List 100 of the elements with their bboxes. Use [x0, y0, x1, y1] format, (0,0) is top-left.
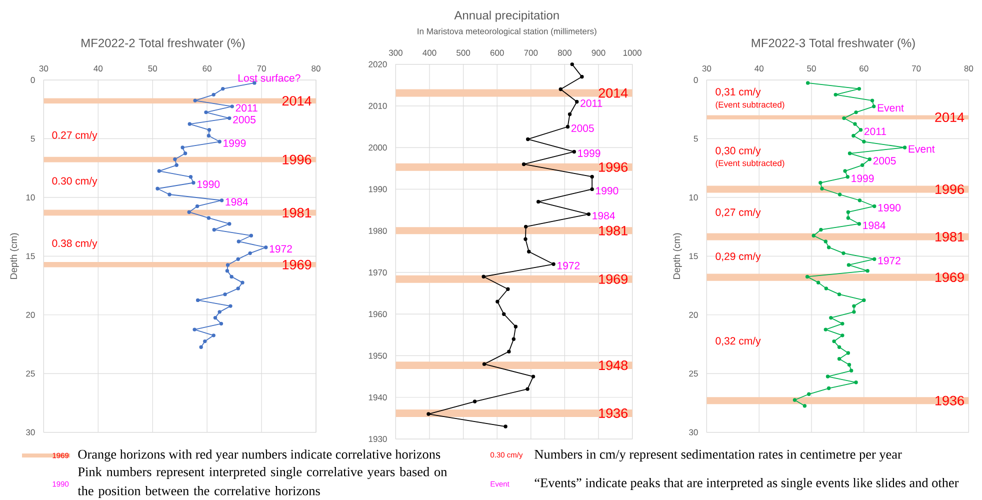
- point: [837, 357, 842, 361]
- point: [846, 351, 850, 355]
- band-label: 1981: [599, 226, 628, 236]
- point: [230, 104, 234, 108]
- annotation: 1972: [270, 245, 292, 253]
- point: [183, 152, 188, 156]
- y-tick-label: 10: [26, 194, 35, 200]
- point: [854, 380, 858, 384]
- band-label: 1981: [282, 208, 312, 218]
- point: [570, 62, 574, 66]
- point: [514, 324, 518, 328]
- point: [188, 122, 192, 126]
- point: [840, 322, 844, 326]
- point: [203, 339, 207, 344]
- annotation: 0,29 cm/y: [716, 252, 761, 262]
- point: [858, 128, 863, 132]
- annotation: 1990: [878, 204, 901, 212]
- point: [806, 81, 810, 85]
- chart-title: MF2022-3 Total freshwater (%): [752, 38, 915, 50]
- point: [572, 150, 576, 154]
- point: [842, 251, 846, 256]
- annotation: (Event subtracted): [716, 101, 784, 110]
- point: [524, 224, 528, 229]
- y-tick-label: 2020: [368, 61, 387, 68]
- point: [575, 100, 579, 104]
- y-tick-label: 1940: [368, 394, 387, 400]
- point: [590, 187, 594, 192]
- point: [218, 310, 222, 314]
- point: [236, 240, 241, 244]
- y-tick-label: 30: [689, 429, 698, 436]
- annotation: 0,31 cm/y: [716, 88, 761, 98]
- point: [819, 228, 823, 232]
- annotation: 1984: [226, 198, 248, 206]
- band-label: 1981: [936, 232, 964, 242]
- point: [792, 398, 797, 402]
- point: [872, 104, 876, 108]
- y-tick-label: 20: [689, 312, 698, 318]
- band-label: 1969: [282, 260, 312, 270]
- point: [526, 137, 530, 142]
- x-tick-label: 50: [807, 65, 816, 72]
- annotation: 1999: [578, 150, 600, 157]
- point: [838, 192, 842, 196]
- annotation: Event: [878, 104, 904, 112]
- annotation: 0.27 cm/y: [52, 131, 98, 141]
- annotation: 0.38 cm/y: [52, 239, 98, 250]
- y-tick-label: 0: [30, 76, 35, 84]
- point: [536, 200, 540, 204]
- point: [853, 122, 857, 126]
- point: [218, 140, 222, 144]
- annotation: 1999: [852, 174, 874, 182]
- band-label: 2014: [282, 96, 312, 106]
- point: [843, 169, 847, 173]
- band-label: 1948: [599, 360, 628, 370]
- point: [157, 169, 162, 173]
- point: [852, 134, 856, 138]
- point: [846, 175, 850, 179]
- point: [249, 234, 254, 238]
- x-tick-label: 30: [702, 65, 712, 72]
- point: [228, 222, 232, 226]
- annotation: 1999: [224, 139, 246, 147]
- y-tick-label: 1930: [368, 436, 387, 442]
- band-label: 1969: [599, 274, 628, 284]
- annotation: 0,30 cm/y: [716, 146, 761, 156]
- point: [857, 222, 862, 226]
- point: [507, 350, 511, 354]
- chart-title: MF2022-2 Total freshwater (%): [82, 38, 245, 50]
- point: [199, 345, 203, 350]
- point: [802, 404, 807, 408]
- point: [837, 345, 842, 350]
- x-tick-label: 30: [39, 65, 48, 72]
- point: [590, 174, 594, 179]
- point: [832, 339, 836, 344]
- point: [568, 112, 572, 116]
- x-tick-label: 600: [490, 50, 504, 56]
- point: [816, 280, 820, 284]
- point: [526, 387, 530, 391]
- annotation: 2011: [864, 128, 886, 136]
- x-tick-label: 40: [94, 65, 103, 72]
- point: [426, 412, 430, 416]
- point: [482, 362, 486, 366]
- point: [846, 216, 850, 220]
- point: [807, 392, 811, 396]
- x-tick-label: 80: [312, 65, 320, 72]
- y-tick-label: 15: [26, 253, 35, 260]
- point: [192, 328, 196, 332]
- point: [236, 257, 240, 261]
- text: Numbers in cm/y represent sedimentation rates in centimetre per year: [534, 450, 902, 462]
- point: [187, 210, 191, 214]
- x-tick-label: 700: [524, 50, 538, 56]
- x-tick-label: 1000: [623, 50, 642, 56]
- point: [820, 186, 824, 190]
- y-tick-label: 2010: [368, 102, 387, 109]
- x-tick-label: 900: [592, 50, 606, 56]
- annotation: 2011: [236, 104, 258, 112]
- point: [226, 263, 230, 267]
- point: [195, 204, 200, 208]
- x-tick-label: 300: [388, 50, 402, 56]
- point: [842, 116, 846, 120]
- point: [531, 374, 536, 378]
- point: [512, 337, 516, 341]
